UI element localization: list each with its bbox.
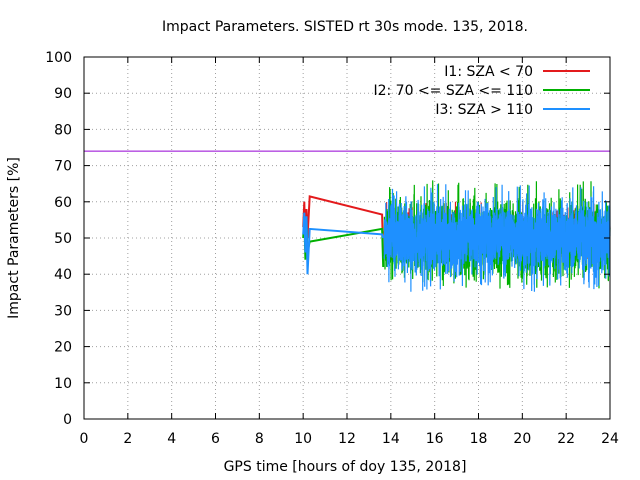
- series-3-dense-line: [383, 184, 611, 292]
- y-tick-label: 50: [54, 231, 72, 247]
- series-group: [302, 180, 611, 292]
- y-tick-label: 0: [63, 412, 72, 428]
- chart-title: Impact Parameters. SISTED rt 30s mode. 1…: [162, 19, 528, 35]
- y-tick-label: 80: [54, 122, 72, 138]
- x-axis-label: GPS time [hours of doy 135, 2018]: [224, 459, 467, 475]
- y-tick-label: 20: [54, 340, 72, 356]
- series-2-sparse-line: [302, 216, 385, 268]
- y-axis-label: Impact Parameters [%]: [6, 157, 22, 319]
- x-tick-label: 0: [80, 431, 89, 447]
- y-tick-label: 70: [54, 159, 72, 175]
- x-tick-label: 4: [167, 431, 176, 447]
- x-tick-label: 2: [123, 431, 132, 447]
- legend-label-3: I3: SZA > 110: [435, 102, 533, 118]
- x-tick-label: 8: [255, 431, 264, 447]
- x-tick-label: 12: [338, 431, 356, 447]
- x-tick-label: 20: [513, 431, 531, 447]
- legend-label-1: I1: SZA < 70: [444, 64, 533, 80]
- x-tick-label: 16: [426, 431, 444, 447]
- x-tick-label: 10: [294, 431, 312, 447]
- series-3-sparse-line: [302, 212, 385, 275]
- y-tick-label: 40: [54, 267, 72, 283]
- y-tick-label: 10: [54, 376, 72, 392]
- axis-ticks: [83, 56, 611, 420]
- x-tick-label: 18: [470, 431, 488, 447]
- y-tick-label: 100: [45, 50, 72, 66]
- y-tick-labels: 0 10 20 30 40 50 60 70 80 90 100: [45, 50, 72, 428]
- y-tick-label: 30: [54, 303, 72, 319]
- x-tick-labels: 0 2 4 6 8 10 12 14 16 18 20 22 24: [80, 431, 619, 447]
- y-tick-label: 90: [54, 86, 72, 102]
- x-tick-label: 14: [382, 431, 400, 447]
- x-tick-label: 24: [601, 431, 619, 447]
- legend: I1: SZA < 70 I2: 70 <= SZA <= 110 I3: SZA …: [373, 64, 590, 118]
- x-tick-label: 6: [211, 431, 220, 447]
- series-1-sparse-line: [302, 195, 385, 257]
- legend-label-2: I2: 70 <= SZA <= 110: [373, 83, 533, 99]
- x-tick-label: 22: [557, 431, 575, 447]
- y-tick-label: 60: [54, 195, 72, 211]
